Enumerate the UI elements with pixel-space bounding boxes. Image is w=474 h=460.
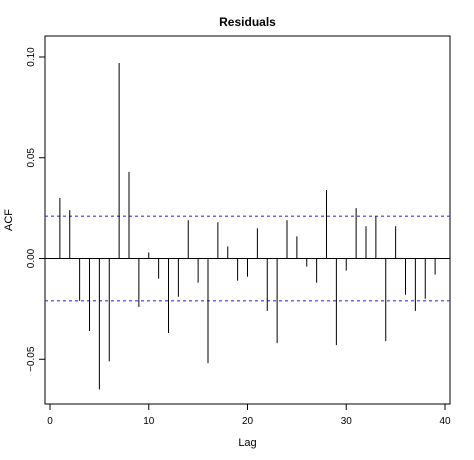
y-tick-label: −0.05 xyxy=(26,346,37,372)
y-tick-label: 0.00 xyxy=(26,248,37,268)
chart-title: Residuals xyxy=(219,15,276,29)
x-tick-label: 20 xyxy=(242,416,254,427)
x-tick-label: 0 xyxy=(47,416,53,427)
x-tick-label: 30 xyxy=(341,416,353,427)
x-tick-label: 10 xyxy=(143,416,155,427)
plot-frame xyxy=(44,35,451,405)
y-axis: −0.05 0.00 0.05 0.10 xyxy=(26,47,45,372)
y-axis-label: ACF xyxy=(3,209,15,231)
y-tick-label: 0.05 xyxy=(26,148,37,168)
x-axis-label: Lag xyxy=(238,437,256,449)
x-tick-label: 40 xyxy=(439,416,451,427)
acf-bars xyxy=(59,63,436,390)
x-axis: 0 10 20 30 40 xyxy=(47,404,451,427)
y-tick-label: 0.10 xyxy=(26,47,37,67)
